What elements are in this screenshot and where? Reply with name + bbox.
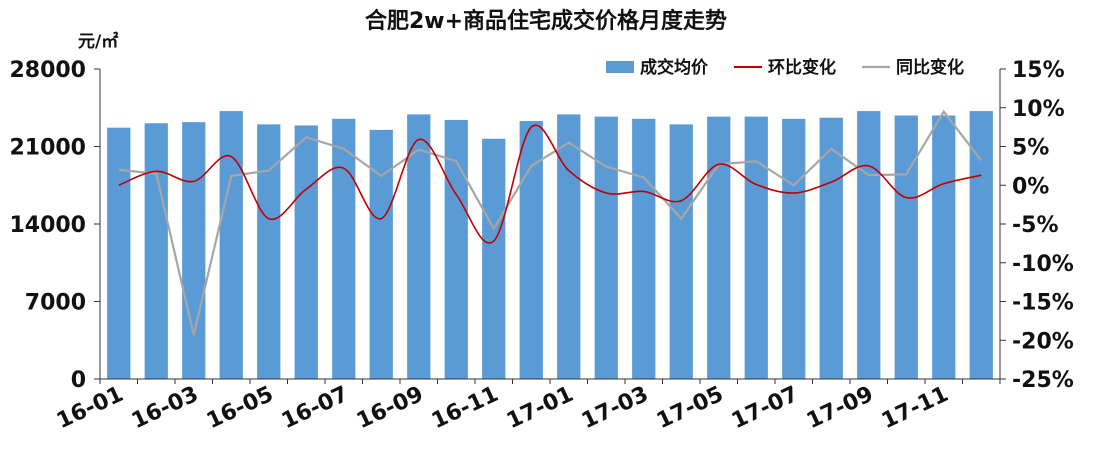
bar-16-09 [407,114,431,379]
y2-tick-label: 5% [1012,136,1049,161]
y-tick-label: 14000 [9,213,86,238]
x-tick-label: 16-01 [53,382,127,434]
series-line-yoy [118,109,983,336]
lines-layer [118,109,983,336]
x-tick-label: 17-03 [578,382,652,434]
x-tick-label: 17-07 [728,382,802,434]
legend-label-bar: 成交均价 [640,57,709,78]
y2-tick-label: -20% [1012,329,1074,354]
y2-tick-label: -15% [1012,291,1074,316]
y-tick-label: 21000 [9,136,86,161]
bar-16-03 [182,122,206,379]
y-tick-label: 7000 [25,291,86,316]
x-tick-label: 16-11 [428,382,502,434]
bar-16-08 [369,129,393,379]
bar-17-09 [857,111,881,379]
y2-tick-label: 10% [1012,97,1065,122]
bar-16-11 [482,138,506,379]
bar-17-07 [782,118,806,379]
x-tick-label: 17-09 [803,382,877,434]
legend-swatch-bar [606,61,634,73]
bar-17-08 [819,117,843,380]
x-tick-label: 17-11 [878,382,952,434]
y-tick-label: 28000 [9,58,86,83]
bar-16-04 [219,111,243,379]
series-line-mom [118,124,982,244]
bar-16-06 [294,125,318,380]
y2-tick-label: 15% [1012,58,1065,83]
x-tick-label: 16-03 [128,382,202,434]
bars-layer [107,111,993,380]
y2-tick-label: -10% [1012,252,1074,277]
bar-17-12 [969,111,993,379]
x-tick-label: 16-09 [353,382,427,434]
bar-16-02 [144,123,168,379]
y-axis-unit-label: 元/㎡ [78,31,118,52]
y2-tick-label: 0% [1012,174,1049,199]
x-tick-label: 16-05 [203,382,277,434]
bar-17-11 [932,115,956,379]
y-tick-label: 0 [71,368,86,393]
bar-17-03 [632,118,656,379]
y2-tick-label: -25% [1012,368,1074,393]
bar-17-04 [669,124,693,379]
bar-16-01 [107,127,131,380]
bar-16-05 [257,124,281,379]
x-tick-label: 17-01 [503,382,577,434]
chart-title: 合肥2w+商品住宅成交价格月度走势 [365,8,727,34]
bar-17-01 [557,114,581,379]
bar-16-07 [332,118,356,379]
x-tick-label: 16-07 [278,382,352,434]
bar-17-10 [894,115,918,379]
legend-label-mom: 环比变化 [768,57,836,78]
legend: 成交均价 环比变化 同比变化 [606,57,964,78]
legend-label-yoy: 同比变化 [896,57,964,78]
y2-tick-label: -5% [1012,213,1058,238]
bar-17-06 [744,116,768,380]
bar-17-05 [707,116,731,380]
x-tick-label: 17-05 [653,382,727,434]
bar-17-02 [594,116,618,380]
bar-16-12 [519,121,543,379]
